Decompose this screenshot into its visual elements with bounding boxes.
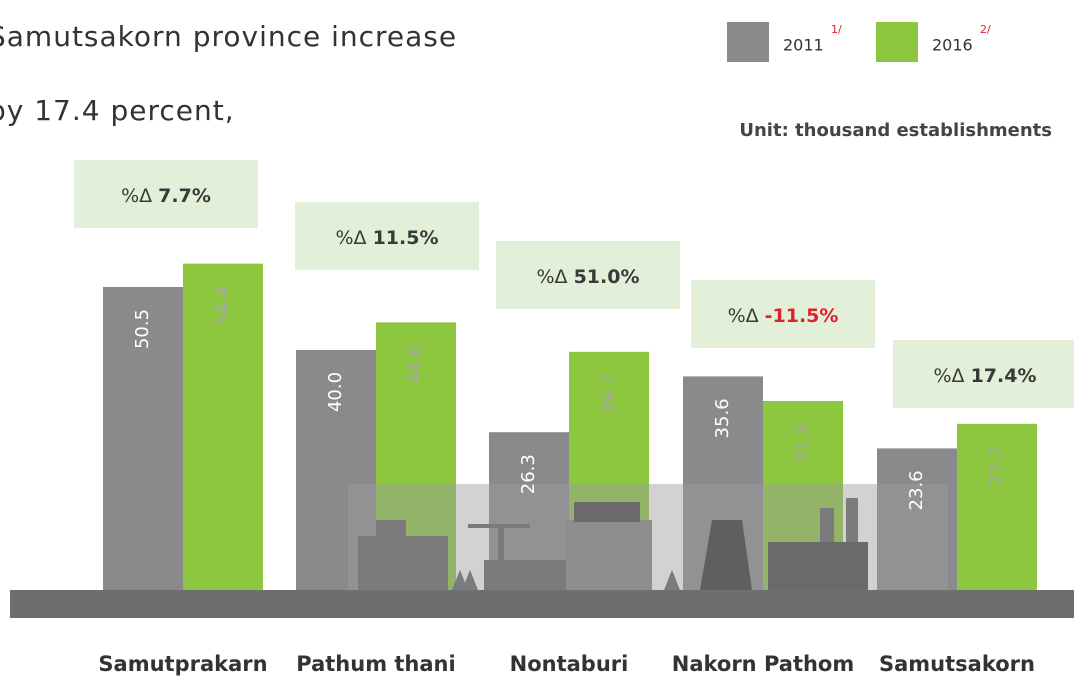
legend-note: 1/ (831, 23, 842, 36)
change-value: 17.4% (971, 365, 1037, 387)
change-prefix: %Δ (934, 365, 965, 387)
legend-label: 2016 (932, 36, 973, 55)
category-label: Nontaburi (510, 652, 629, 676)
decoration (348, 484, 948, 590)
change-label: %Δ 17.4% (934, 365, 1037, 387)
change-prefix: %Δ (336, 227, 367, 249)
change-prefix: %Δ (121, 185, 152, 207)
change-label: %Δ 51.0% (537, 266, 640, 288)
value-label: 50.5 (132, 309, 153, 349)
change-value: 51.0% (574, 266, 640, 288)
chart: Samutsakorn province increase by 17.4 pe… (0, 0, 1074, 682)
headline: by 17.4 percent, (0, 94, 235, 127)
legend-swatch (727, 22, 769, 62)
legend-note: 2/ (980, 23, 991, 36)
change-prefix: %Δ (728, 305, 759, 327)
change-value: -11.5% (765, 305, 839, 327)
category-label: Samutsakorn (879, 652, 1035, 676)
change-label: %Δ 11.5% (336, 227, 439, 249)
unit-label: Unit: thousand establishments (739, 120, 1052, 141)
category-label: Samutprakarn (98, 652, 267, 676)
change-prefix: %Δ (537, 266, 568, 288)
value-label: 23.6 (906, 470, 927, 510)
ground (10, 590, 1074, 618)
change-label: %Δ 7.7% (121, 185, 211, 207)
change-value: 11.5% (373, 227, 439, 249)
category-label: Pathum thani (296, 652, 455, 676)
change-label: %Δ -11.5% (728, 305, 839, 327)
change-value: 7.7% (158, 185, 211, 207)
value-label: 27.7 (986, 446, 1007, 486)
value-label: 31.5 (792, 423, 813, 463)
category-label: Nakorn Pathom (672, 652, 855, 676)
value-label: 54.4 (212, 286, 233, 326)
legend-swatch (876, 22, 918, 62)
legend-label: 2011 (783, 36, 824, 55)
value-label: 40.0 (325, 372, 346, 412)
value-label: 35.6 (712, 398, 733, 438)
value-label: 39.7 (598, 374, 619, 414)
value-label: 44.6 (405, 344, 426, 384)
value-label: 26.3 (518, 454, 539, 494)
headline: Samutsakorn province increase (0, 20, 457, 53)
